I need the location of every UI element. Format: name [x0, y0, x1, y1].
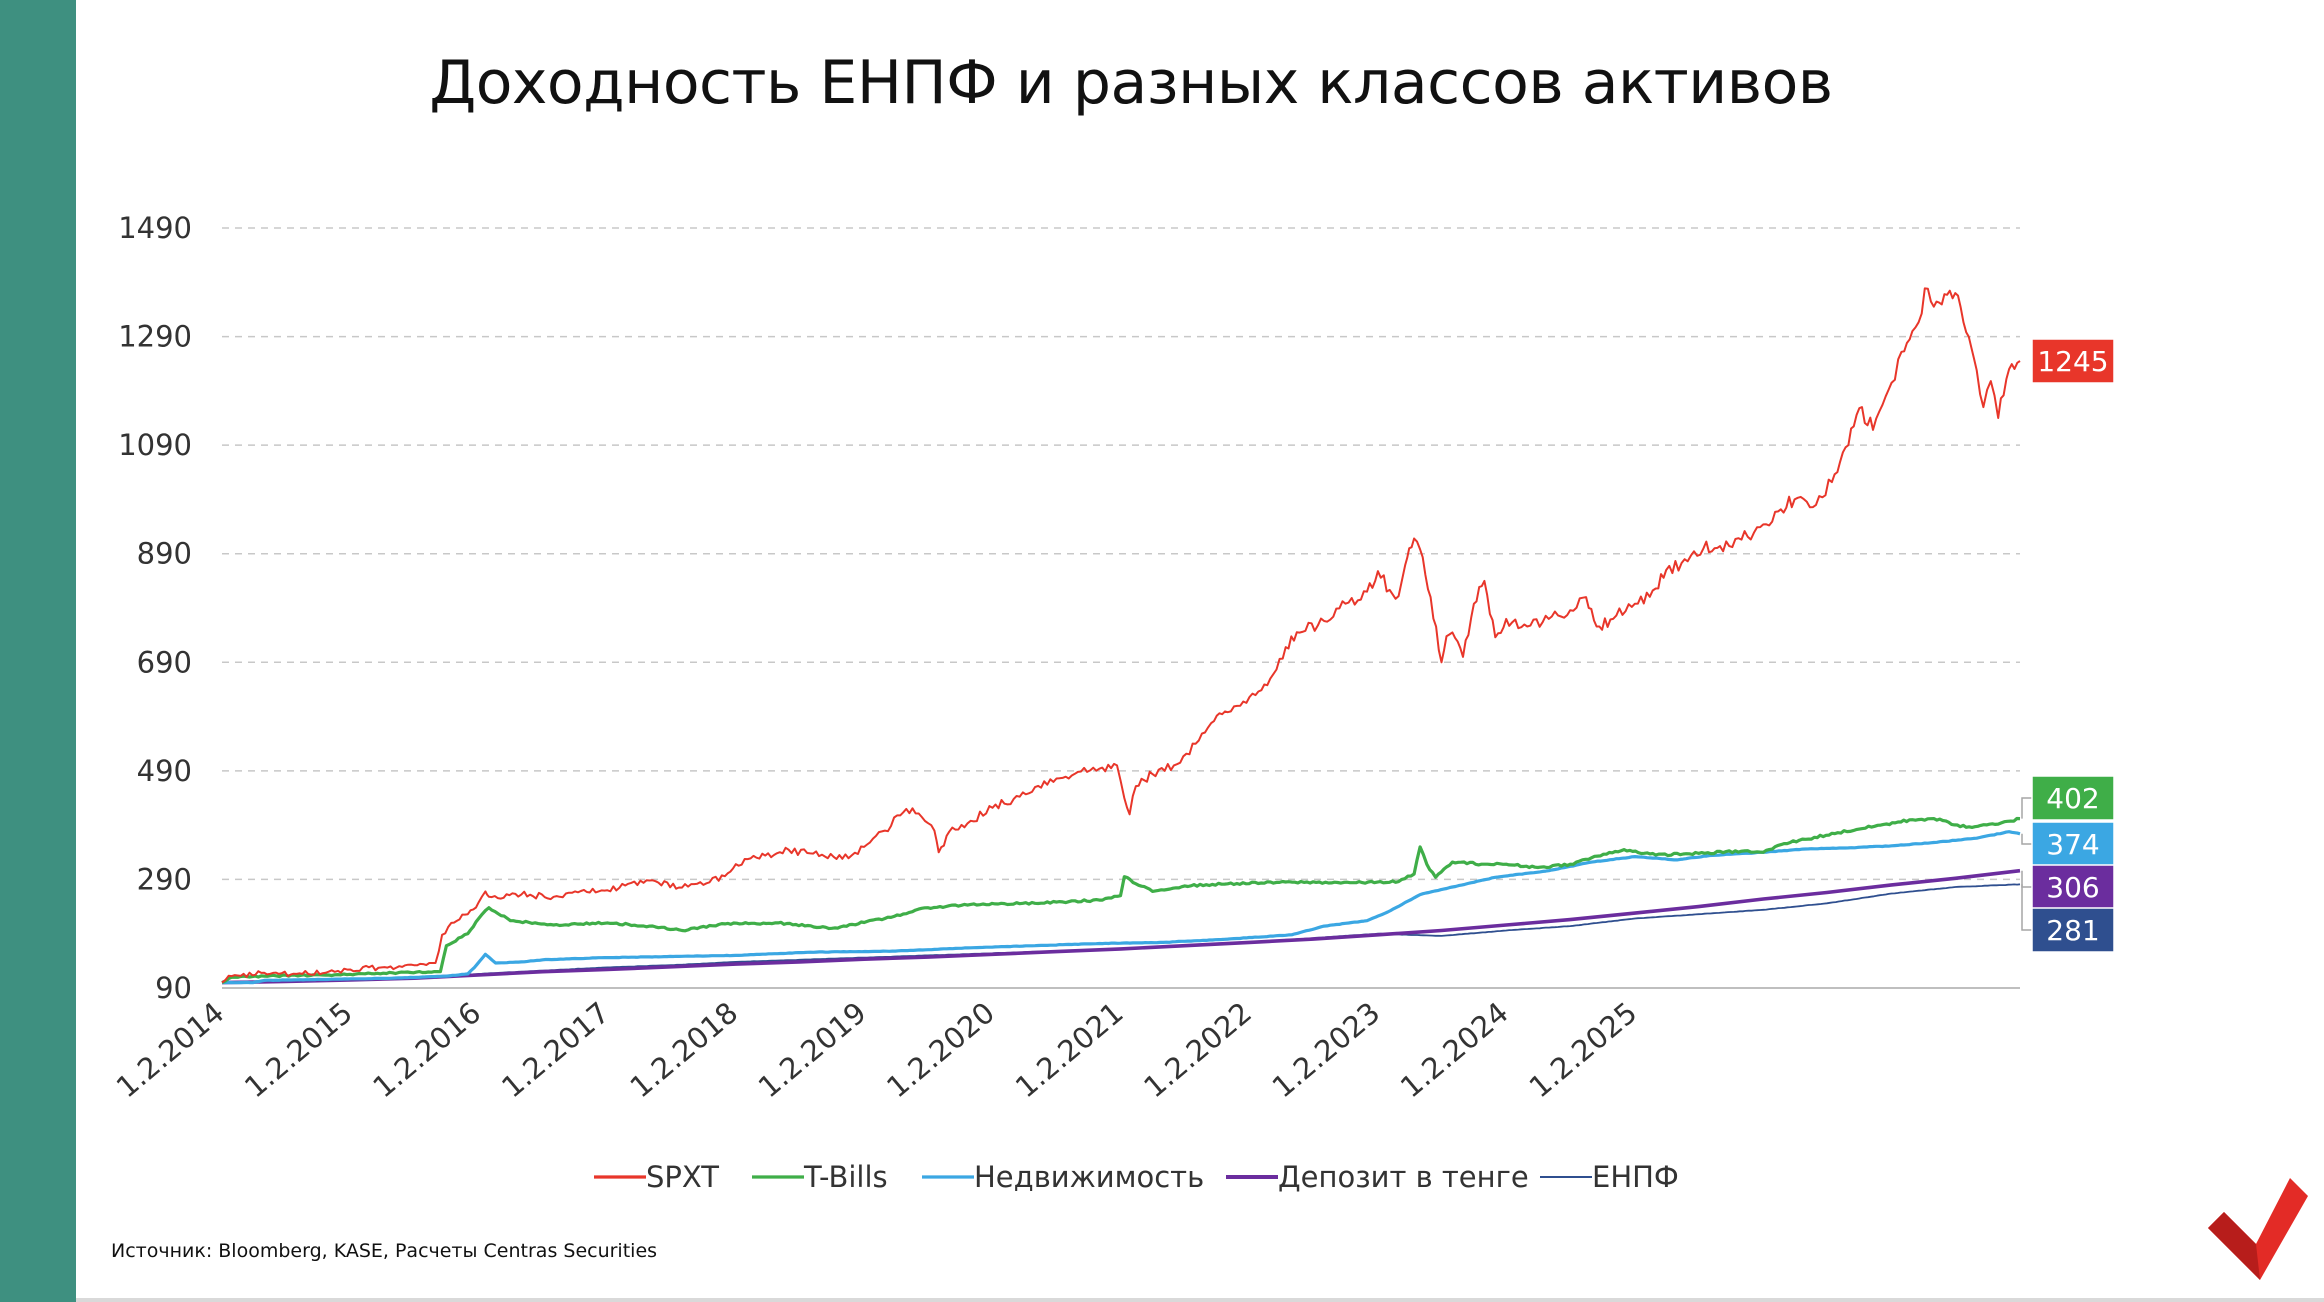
x-tick-label: 1.2.2022	[1137, 995, 1258, 1104]
series-line-3	[221, 816, 2021, 985]
y-tick-label: 490	[137, 754, 192, 788]
y-tick-label: 1490	[118, 211, 192, 245]
x-tick-label: 1.2.2024	[1394, 995, 1515, 1104]
y-tick-label: 290	[137, 862, 192, 896]
legend-label: Депозит в тенге	[1278, 1160, 1529, 1194]
y-tick-label: 690	[137, 645, 192, 679]
legend-label: ЕНПФ	[1592, 1160, 1679, 1194]
y-tick-label: 1090	[118, 428, 192, 462]
x-tick-label: 1.2.2017	[495, 995, 616, 1104]
end-label-box	[2031, 775, 2115, 821]
legend-label: T-Bills	[803, 1160, 888, 1194]
y-tick-label: 890	[137, 537, 192, 571]
legend-label: Недвижимость	[974, 1160, 1204, 1194]
end-label-leader	[2021, 884, 2032, 931]
x-tick-label: 1.2.2020	[880, 995, 1001, 1104]
page-bottom-edge	[76, 1298, 2324, 1302]
end-label-box	[2031, 864, 2115, 910]
side-accent-bar	[0, 0, 76, 1302]
source-note: Источник: Bloomberg, KASE, Расчеты Centr…	[111, 1240, 658, 1262]
x-tick-label: 1.2.2019	[752, 995, 873, 1104]
end-value-label: 1245	[2037, 345, 2108, 378]
x-tick-label: 1.2.2016	[366, 995, 487, 1104]
chart-title: Доходность ЕНПФ и разных классов активов	[429, 48, 1833, 118]
end-value-label: 374	[2046, 828, 2099, 861]
y-tick-label: 90	[155, 971, 192, 1005]
end-label-box	[2031, 338, 2115, 384]
end-value-label: 281	[2046, 914, 2099, 947]
x-tick-label: 1.2.2015	[238, 995, 359, 1104]
x-tick-label: 1.2.2025	[1523, 995, 1644, 1104]
x-tick-label: 1.2.2018	[623, 995, 744, 1104]
end-label-leader	[2021, 833, 2032, 845]
end-value-label: 402	[2046, 782, 2099, 815]
end-label-leader	[2021, 870, 2032, 888]
end-label-leader	[2021, 797, 2032, 819]
end-label-box	[2031, 907, 2115, 953]
x-tick-label: 1.2.2021	[1009, 995, 1130, 1104]
x-tick-label: 1.2.2014	[110, 995, 231, 1104]
series-line-4	[221, 287, 2021, 984]
legend-label: SPXT	[646, 1160, 719, 1194]
y-tick-label: 1290	[118, 320, 192, 354]
centras-logo-icon	[2208, 1178, 2308, 1280]
x-tick-label: 1.2.2023	[1266, 995, 1387, 1104]
series-line-1	[221, 868, 2021, 985]
end-value-label: 306	[2046, 871, 2099, 904]
series-line-2	[221, 830, 2021, 985]
